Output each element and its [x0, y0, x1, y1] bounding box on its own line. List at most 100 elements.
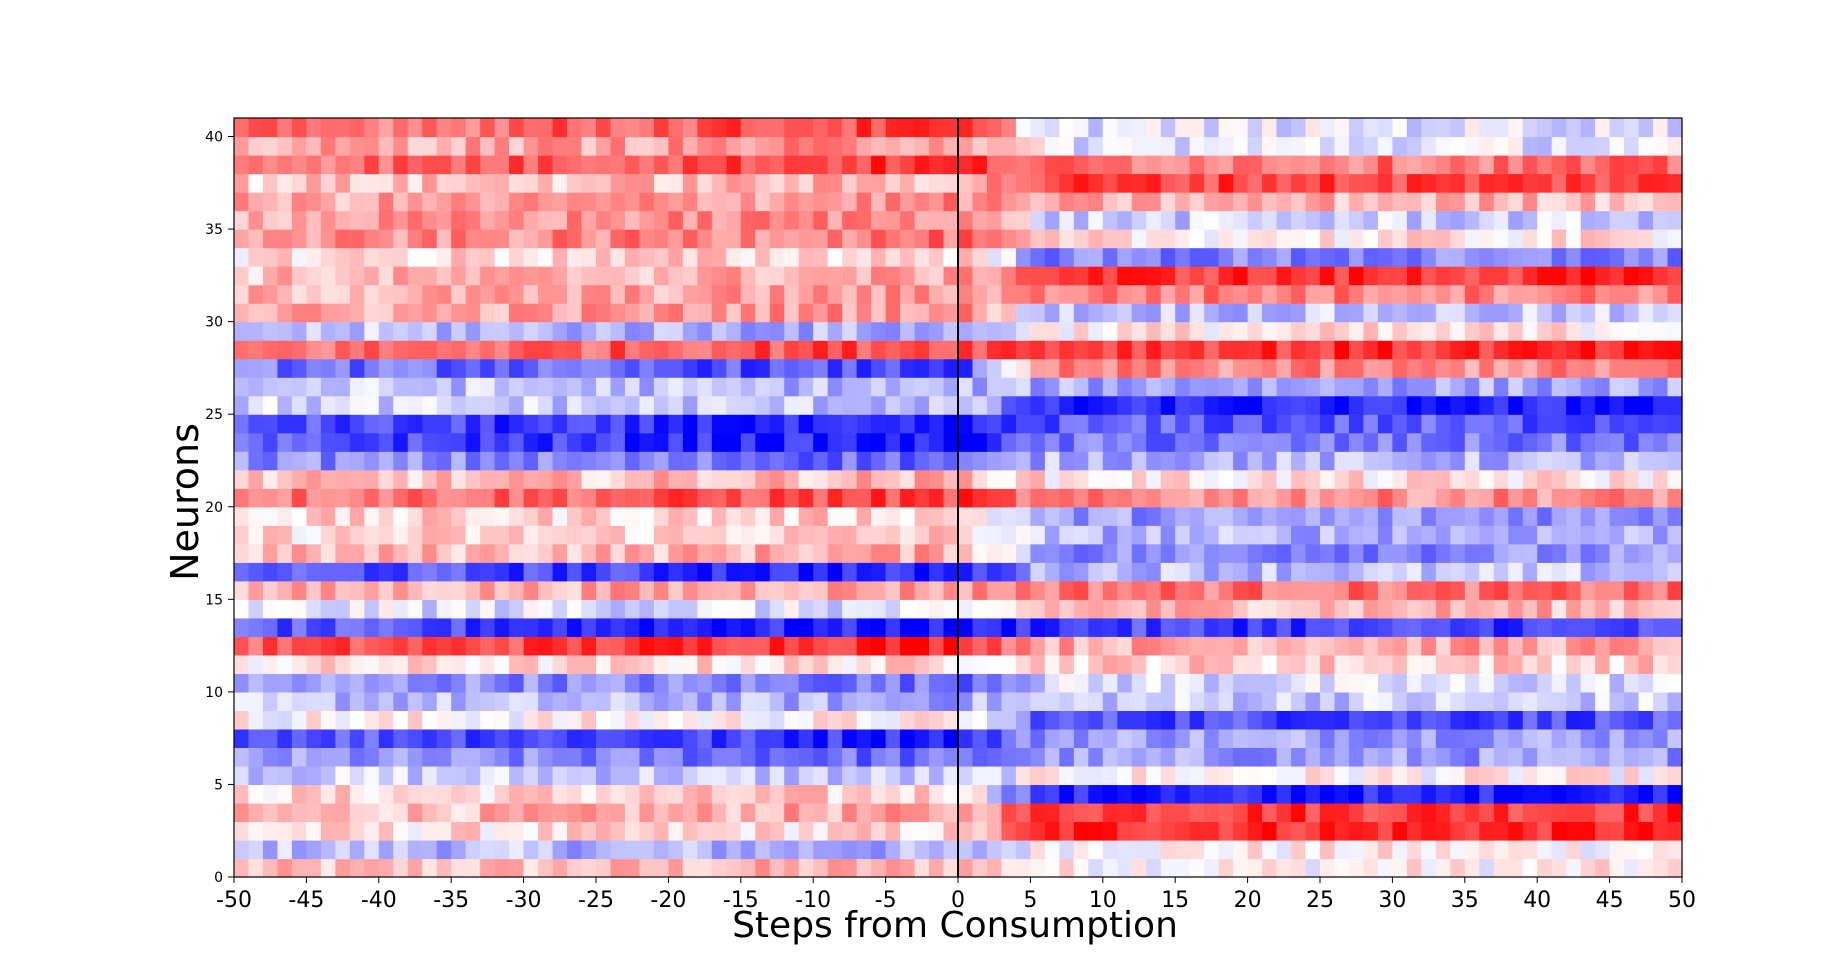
heatmap-cell [856, 654, 872, 674]
heatmap-cell [856, 266, 872, 286]
heatmap-cell [1117, 525, 1133, 545]
heatmap-cell [1667, 821, 1683, 841]
heatmap-cell [639, 284, 655, 304]
heatmap-cell [914, 728, 930, 749]
heatmap-cell [914, 525, 930, 545]
heatmap-cell [1363, 247, 1379, 267]
heatmap-cell [509, 488, 525, 508]
heatmap-cell [480, 765, 496, 786]
heatmap-cell [306, 617, 322, 637]
heatmap-cell [1377, 414, 1393, 434]
heatmap-cell [451, 358, 467, 378]
heatmap-cell [1551, 173, 1567, 193]
heatmap-cell [335, 469, 351, 489]
heatmap-cell [624, 432, 641, 452]
heatmap-cell [291, 673, 307, 693]
heatmap-cell [740, 229, 756, 249]
heatmap-cell [1392, 525, 1408, 545]
heatmap-cell [480, 673, 496, 693]
heatmap-cell [1175, 377, 1191, 397]
heatmap-cell [291, 636, 307, 656]
heatmap-cell [798, 858, 814, 878]
heatmap-cell [1450, 155, 1466, 175]
heatmap-cell [1320, 118, 1336, 138]
heatmap-cell [697, 488, 713, 508]
heatmap-cell [900, 451, 916, 471]
heatmap-cell [1653, 728, 1669, 749]
heatmap-cell [1479, 765, 1495, 786]
heatmap-cell [1088, 506, 1104, 526]
heatmap-cell [1233, 784, 1249, 804]
heatmap-cell [1247, 765, 1263, 786]
heatmap-cell [856, 340, 872, 360]
heatmap-cell [1435, 710, 1451, 730]
heatmap-cell [639, 599, 655, 619]
heatmap-cell [827, 210, 843, 230]
heatmap-cell [335, 229, 351, 249]
heatmap-cell [523, 654, 539, 674]
heatmap-cell [885, 525, 901, 545]
heatmap-cell [1044, 654, 1060, 674]
heatmap-cell [639, 691, 655, 711]
heatmap-cell [1638, 802, 1654, 823]
heatmap-cell [320, 784, 336, 804]
heatmap-cell [842, 710, 858, 730]
heatmap-cell [1204, 543, 1220, 563]
heatmap-cell [871, 710, 887, 730]
heatmap-cell [1624, 617, 1640, 637]
heatmap-cell [277, 321, 293, 341]
heatmap-cell [1595, 210, 1611, 230]
heatmap-cell [1392, 839, 1408, 860]
heatmap-cell [1102, 562, 1118, 582]
heatmap-cell [1117, 673, 1133, 693]
heatmap-cell [986, 839, 1003, 860]
heatmap-cell [1551, 525, 1567, 545]
heatmap-cell [596, 525, 612, 545]
heatmap-cell [1030, 266, 1046, 286]
heatmap-cell [1218, 192, 1234, 212]
heatmap-cell [494, 691, 510, 711]
heatmap-cell [914, 340, 930, 360]
heatmap-cell [755, 617, 771, 637]
heatmap-cell [1015, 469, 1031, 489]
heatmap-cell [1522, 821, 1538, 841]
heatmap-cell [1464, 691, 1480, 711]
heatmap-cell [885, 747, 901, 767]
heatmap-cell [1320, 506, 1336, 526]
heatmap-cell [523, 525, 539, 545]
heatmap-cell [769, 321, 785, 341]
heatmap-cell [1435, 728, 1451, 749]
heatmap-cell [1059, 340, 1075, 360]
heatmap-cell [393, 765, 409, 786]
x-tick-label: -15 [723, 888, 759, 913]
heatmap-cell [1131, 691, 1147, 711]
heatmap-cell [596, 303, 612, 323]
heatmap-cell [596, 469, 612, 489]
heatmap-cell [668, 617, 684, 637]
heatmap-cell [364, 229, 380, 249]
heatmap-cell [262, 136, 279, 156]
heatmap-cell [1131, 673, 1147, 693]
heatmap-cell [1624, 340, 1640, 360]
heatmap-cell [755, 210, 771, 230]
heatmap-cell [1450, 136, 1466, 156]
heatmap-cell [900, 691, 916, 711]
heatmap-cell [1334, 303, 1350, 323]
heatmap-cell [1131, 284, 1147, 304]
heatmap-cell [1262, 432, 1278, 452]
heatmap-cell [842, 691, 858, 711]
heatmap-cell [653, 377, 669, 397]
x-tick-label: -5 [875, 888, 897, 913]
heatmap-cell [393, 691, 409, 711]
heatmap-cell [1624, 303, 1640, 323]
heatmap-cell [523, 451, 539, 471]
heatmap-cell [1522, 266, 1538, 286]
heatmap-cell [900, 229, 916, 249]
heatmap-cell [451, 765, 467, 786]
x-tick-label: 50 [1668, 888, 1696, 913]
heatmap-cell [1493, 229, 1509, 249]
heatmap-cell [914, 136, 930, 156]
heatmap-cell [1377, 340, 1393, 360]
heatmap-cell [610, 617, 626, 637]
heatmap-cell [596, 321, 612, 341]
